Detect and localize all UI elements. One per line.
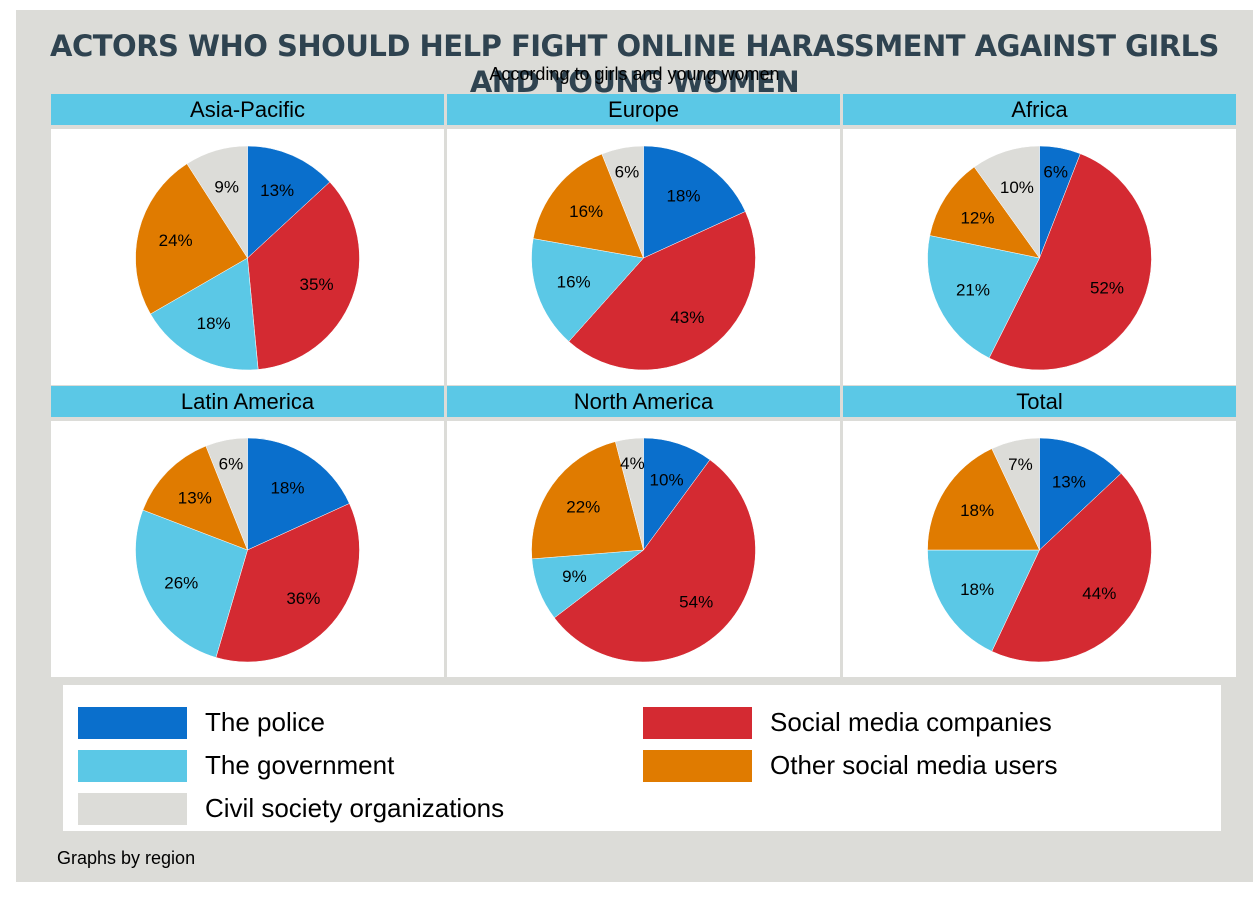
pie-slice-europe-3	[532, 153, 644, 259]
pie-chart-asia-pacific: 13% 35% 18% 24% 9%	[135, 145, 360, 371]
legend-label-other-users: Other social media users	[770, 750, 1058, 780]
pie-slice-africa-3	[929, 166, 1041, 259]
pie-slice-europe-0	[643, 145, 746, 259]
panel-title-latin-america: Latin America	[51, 386, 444, 417]
pie-chart-total: 13% 44% 18% 18% 7%	[927, 437, 1152, 663]
pie-chart-africa: 6% 52% 21% 12% 10%	[927, 145, 1152, 371]
pie-slice-total-1	[991, 472, 1152, 663]
panel-title-total: Total	[843, 386, 1236, 417]
pie-label-europe-2: 16%	[557, 273, 591, 292]
pie-label-asia-pacific-0: 13%	[260, 181, 294, 200]
pie-label-latin-america-0: 18%	[270, 478, 304, 497]
pie-chart-north-america: 10% 54% 9% 22% 4%	[531, 437, 756, 663]
pie-label-africa-2: 21%	[956, 281, 990, 300]
pie-label-north-america-3: 22%	[566, 498, 600, 517]
pie-slice-north-america-4	[615, 437, 644, 551]
panel-title-africa: Africa	[843, 94, 1236, 125]
pie-label-total-1: 44%	[1082, 584, 1116, 603]
pie-slice-europe-4	[601, 145, 644, 259]
legend: The police Social media companies The go…	[63, 685, 1221, 831]
pie-slice-asia-pacific-0	[247, 145, 331, 259]
pie-slice-latin-america-1	[215, 503, 360, 663]
legend-swatch-police	[78, 707, 187, 739]
legend-label-social-media-companies: Social media companies	[770, 707, 1052, 737]
pie-slice-europe-1	[568, 211, 756, 371]
legend-swatch-other-users	[643, 750, 752, 782]
pie-slice-latin-america-4	[205, 437, 248, 551]
pie-label-total-2: 18%	[960, 580, 994, 599]
pie-slice-latin-america-3	[142, 445, 248, 551]
pie-label-europe-0: 18%	[666, 186, 700, 205]
pie-panel-latin-america: 18% 36% 26% 13% 6%	[51, 421, 444, 677]
pie-chart-latin-america: 18% 36% 26% 13% 6%	[135, 437, 360, 663]
pie-slice-total-2	[927, 549, 1040, 652]
pie-label-north-america-0: 10%	[650, 470, 684, 489]
pie-slice-latin-america-0	[247, 437, 350, 551]
pie-slice-north-america-3	[531, 441, 644, 560]
legend-swatch-social-media-companies	[643, 707, 752, 739]
pie-label-total-0: 13%	[1052, 473, 1086, 492]
pie-slice-total-0	[1039, 437, 1122, 551]
pie-slice-asia-pacific-3	[135, 163, 248, 315]
pie-slice-north-america-1	[554, 459, 756, 663]
pie-slice-total-3	[927, 448, 1040, 551]
pie-slice-africa-1	[988, 153, 1152, 371]
pie-label-asia-pacific-3: 24%	[159, 231, 193, 250]
legend-label-civil-society: Civil society organizations	[205, 793, 505, 823]
pie-label-total-4: 7%	[1008, 455, 1033, 474]
pie-panel-total: 13% 44% 18% 18% 7%	[843, 421, 1236, 677]
pie-slice-asia-pacific-1	[247, 181, 360, 370]
pie-label-latin-america-3: 13%	[178, 489, 212, 508]
legend-label-government: The government	[205, 750, 395, 780]
pie-label-asia-pacific-1: 35%	[300, 275, 334, 294]
pie-label-africa-4: 10%	[1000, 178, 1034, 197]
pie-label-north-america-2: 9%	[562, 567, 587, 586]
pie-slice-asia-pacific-4	[186, 145, 248, 259]
pie-label-north-america-4: 4%	[620, 454, 645, 473]
chart-title: ACTORS WHO SHOULD HELP FIGHT ONLINE HARA…	[50, 29, 1219, 99]
pie-slice-africa-2	[927, 235, 1040, 359]
pie-slice-latin-america-2	[135, 509, 248, 658]
pie-label-europe-1: 43%	[670, 308, 704, 327]
panel-title-north-america: North America	[447, 386, 840, 417]
pie-label-latin-america-2: 26%	[164, 573, 198, 592]
pie-label-africa-0: 6%	[1043, 163, 1068, 182]
pie-panel-africa: 6% 52% 21% 12% 10%	[843, 129, 1236, 385]
pie-panel-europe: 18% 43% 16% 16% 6%	[447, 129, 840, 385]
legend-swatch-civil-society	[78, 793, 187, 825]
footnote: Graphs by region	[57, 848, 196, 868]
panel-title-europe: Europe	[447, 94, 840, 125]
pie-label-latin-america-1: 36%	[286, 589, 320, 608]
pie-panel-north-america: 10% 54% 9% 22% 4%	[447, 421, 840, 677]
pie-slice-north-america-0	[643, 437, 711, 551]
pie-label-total-3: 18%	[960, 501, 994, 520]
pie-label-europe-4: 6%	[615, 163, 640, 182]
pie-label-asia-pacific-2: 18%	[197, 314, 231, 333]
chart-frame: ACTORS WHO SHOULD HELP FIGHT ONLINE HARA…	[16, 10, 1253, 882]
pie-label-africa-3: 12%	[960, 208, 994, 227]
pie-label-latin-america-4: 6%	[219, 455, 244, 474]
legend-swatch-government	[78, 750, 187, 782]
pie-slice-total-4	[991, 437, 1040, 551]
pie-slice-asia-pacific-2	[150, 257, 259, 371]
panel-title-asia-pacific: Asia-Pacific	[51, 94, 444, 125]
pie-panel-asia-pacific: 13% 35% 18% 24% 9%	[51, 129, 444, 385]
pie-label-asia-pacific-4: 9%	[214, 178, 239, 197]
pie-chart-europe: 18% 43% 16% 16% 6%	[531, 145, 756, 371]
pie-slice-africa-4	[973, 145, 1040, 259]
pie-label-north-america-1: 54%	[679, 592, 713, 611]
chart-subtitle: According to girls and young women	[489, 64, 780, 84]
legend-label-police: The police	[205, 707, 325, 737]
pie-label-africa-1: 52%	[1090, 279, 1124, 298]
pie-label-europe-3: 16%	[569, 202, 603, 221]
pie-slice-europe-2	[531, 238, 644, 342]
